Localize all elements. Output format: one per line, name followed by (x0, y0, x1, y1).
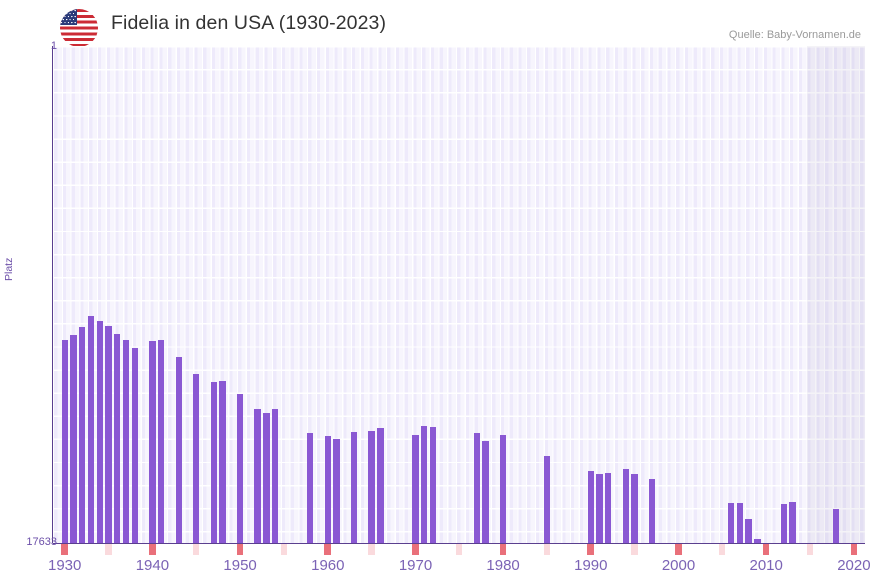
x-tick-minor-403 (455, 544, 463, 555)
bar-1952[interactable] (254, 409, 261, 543)
page-title: Fidelia in den USA (1930-2023) (111, 12, 387, 34)
bar-1931[interactable] (70, 335, 77, 543)
bar-2008[interactable] (745, 519, 752, 543)
x-tick-1980 (499, 544, 507, 555)
bar-1961[interactable] (333, 439, 340, 543)
plot-area (53, 46, 865, 543)
bar-2013[interactable] (789, 502, 796, 543)
bar-1932[interactable] (79, 327, 86, 543)
x-axis-label-1990: 1990 (574, 557, 608, 574)
bar-1950[interactable] (236, 394, 244, 543)
bar-1997[interactable] (648, 479, 656, 543)
x-axis-line (53, 542, 865, 544)
x-axis-ticks (53, 544, 865, 556)
x-tick-minor-491 (543, 544, 550, 555)
bar-1936[interactable] (114, 334, 121, 543)
bar-1990[interactable] (587, 471, 594, 543)
bar-1954[interactable] (271, 409, 279, 543)
bar-1945[interactable] (193, 374, 200, 543)
x-tick-minor-666 (718, 544, 726, 555)
bar-1947[interactable] (210, 382, 217, 543)
us-flag-icon (60, 9, 98, 47)
x-tick-minor-140 (192, 544, 200, 555)
bar-1978[interactable] (482, 441, 489, 543)
bar-2018[interactable] (833, 509, 840, 543)
flag-canton (60, 9, 77, 25)
source-credit: Quelle: Baby-Vornamen.de (728, 29, 861, 41)
x-axis-label-1980: 1980 (486, 557, 520, 574)
x-axis-label-1930: 1930 (48, 557, 82, 574)
x-tick-2010 (762, 544, 770, 555)
bar-2007[interactable] (736, 503, 744, 543)
bar-1991[interactable] (596, 474, 603, 543)
x-tick-2020 (850, 544, 857, 555)
forecast-shaded-region (806, 46, 865, 543)
x-tick-1970 (412, 544, 419, 555)
x-tick-minor-228 (280, 544, 287, 555)
x-axis-label-1940: 1940 (135, 557, 170, 574)
bar-1958[interactable] (307, 433, 314, 543)
x-axis-label-2000: 2000 (661, 557, 696, 574)
bar-1940[interactable] (149, 341, 156, 543)
bar-1995[interactable] (631, 474, 638, 543)
bar-1938[interactable] (131, 348, 138, 543)
bar-1934[interactable] (96, 321, 103, 543)
y-axis-title: Platz (3, 257, 15, 281)
x-axis-label-1970: 1970 (398, 557, 433, 574)
bar-series (53, 46, 865, 543)
bar-1980[interactable] (499, 435, 507, 543)
x-tick-2000 (675, 544, 682, 555)
x-axis-label-2010: 2010 (749, 557, 783, 574)
x-tick-1950 (236, 544, 244, 555)
x-tick-1960 (324, 544, 331, 555)
x-tick-1930 (61, 544, 68, 555)
x-tick-minor-52 (105, 544, 112, 555)
bar-1937[interactable] (122, 340, 130, 543)
x-axis-label-1960: 1960 (311, 557, 345, 574)
y-axis-top-label: 1 (50, 40, 57, 52)
bar-1930[interactable] (61, 340, 68, 543)
y-axis-line (52, 46, 54, 543)
bar-1972[interactable] (429, 427, 437, 543)
bar-1943[interactable] (175, 357, 182, 543)
grid-horizontal-lines (53, 46, 865, 543)
bar-1994[interactable] (622, 469, 629, 543)
bar-1966[interactable] (377, 428, 384, 543)
bar-1971[interactable] (421, 426, 428, 543)
bar-1977[interactable] (473, 433, 480, 543)
bar-1985[interactable] (543, 456, 551, 543)
x-axis-labels: 1930 1940 1950 1960 1970 1980 1990 2000 2010 2020 (48, 557, 871, 585)
y-axis-bottom-label: 17633 (26, 536, 57, 548)
bar-1992[interactable] (605, 473, 612, 543)
x-axis-label-2020: 2020 (837, 557, 871, 574)
bar-1948[interactable] (219, 381, 226, 543)
x-tick-minor-754 (806, 544, 814, 555)
x-tick-minor-578 (631, 544, 638, 555)
bar-1933[interactable] (87, 316, 95, 543)
bar-1960[interactable] (324, 436, 331, 543)
bar-1965[interactable] (368, 431, 375, 543)
bar-2006[interactable] (727, 503, 735, 543)
bar-1935[interactable] (105, 326, 112, 543)
bar-2009[interactable] (754, 539, 761, 543)
x-axis-label-1950: 1950 (223, 557, 257, 574)
x-tick-minor-315 (368, 544, 375, 555)
bar-1941[interactable] (157, 340, 165, 543)
x-tick-1990 (587, 544, 594, 555)
bar-1953[interactable] (263, 413, 270, 543)
bar-1970[interactable] (412, 435, 419, 543)
bar-2012[interactable] (780, 504, 787, 543)
x-tick-1940 (149, 544, 156, 555)
chart-header: Fidelia in den USA (1930-2023) Quelle: B… (0, 0, 873, 47)
bar-1963[interactable] (350, 432, 358, 543)
